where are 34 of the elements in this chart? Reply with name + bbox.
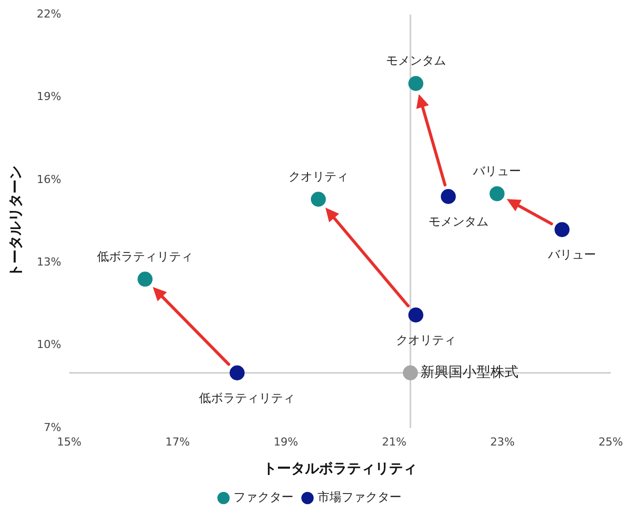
legend-label: ファクター: [234, 490, 294, 504]
point: [554, 222, 570, 238]
x-tick-label: 15%: [57, 435, 82, 448]
x-tick-label: 19%: [274, 435, 298, 448]
annotation: モメンタム: [386, 54, 446, 68]
point: [408, 76, 424, 91]
point: [408, 308, 424, 323]
y-tick-label: 7%: [44, 420, 62, 434]
annotation: 低ボラティリティ: [97, 249, 194, 264]
annotation: バリュー: [547, 248, 596, 262]
y-axis-title: トータルリターン: [8, 165, 24, 278]
point: [440, 188, 456, 204]
legend-label: 市場ファクター: [318, 490, 402, 504]
y-tick-label: 10%: [36, 338, 62, 352]
annotation: 新興国小型株式: [420, 364, 518, 381]
annotation: バリュー: [472, 164, 522, 178]
annotation: クオリティ: [396, 333, 456, 348]
y-tick-label: 16%: [36, 172, 62, 186]
point: [138, 272, 153, 287]
y-tick-label: 19%: [36, 90, 62, 104]
point: [310, 192, 326, 207]
x-axis-title: トータルボラティリティ: [263, 461, 418, 478]
x-tick-label: 17%: [165, 435, 190, 448]
point: [402, 365, 418, 380]
point: [490, 186, 505, 202]
annotation: モメンタム: [428, 214, 488, 229]
x-tick-label: 21%: [382, 435, 406, 448]
x-tick-label: 25%: [598, 435, 623, 448]
y-tick-label: 22%: [36, 7, 62, 20]
y-tick-label: 13%: [36, 256, 62, 268]
point: [230, 365, 245, 380]
annotation: クオリティ: [288, 169, 348, 184]
annotation: 低ボラティリティ: [199, 391, 296, 406]
x-tick-label: 23%: [490, 435, 515, 448]
